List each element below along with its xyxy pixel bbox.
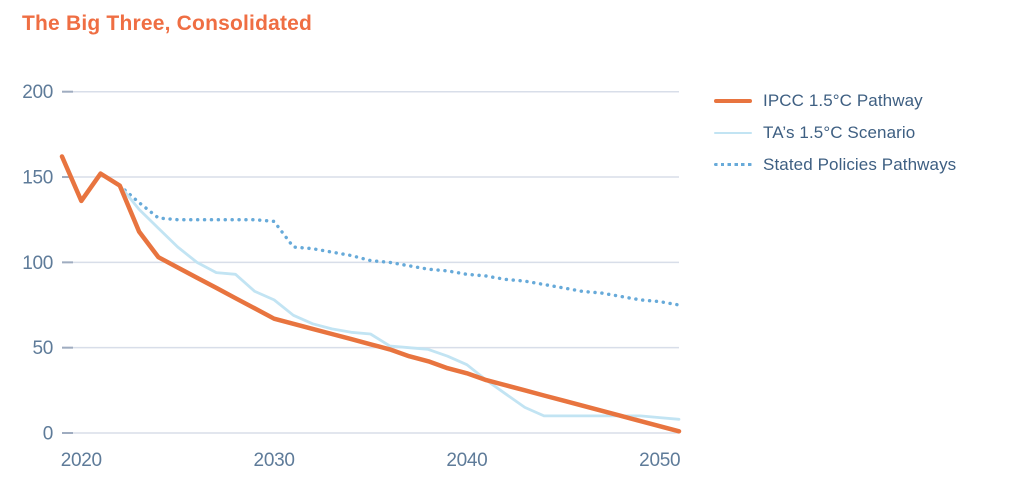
series-line-2: [118, 183, 681, 307]
legend-label-stated-policies: Stated Policies Pathways: [763, 154, 957, 174]
legend-swatch-solid-orange-line: [714, 98, 752, 103]
series-line-0: [59, 154, 682, 434]
chart-title: The Big Three, Consolidated: [22, 12, 313, 35]
x-tick-label-2040: 2040: [446, 450, 487, 471]
y-tick-label-50: 50: [32, 338, 53, 359]
y-tick-label-0: 0: [43, 424, 53, 445]
x-tick-label-2050: 2050: [639, 450, 680, 471]
x-tick-label-2020: 2020: [61, 450, 102, 471]
y-tick-label-150: 150: [22, 168, 53, 189]
y-tick-label-100: 100: [22, 253, 53, 274]
legend-label-ipcc-pathway: IPCC 1.5°C Pathway: [763, 90, 923, 110]
legend-label-ta-scenario: TA’s 1.5°C Scenario: [763, 122, 916, 142]
x-tick-label-2030: 2030: [254, 450, 295, 471]
legend-item-ta-scenario: TA’s 1.5°C Scenario: [714, 121, 956, 144]
chart-legend: IPCC 1.5°C Pathway TA’s 1.5°C Scenario S…: [714, 89, 956, 176]
legend-swatch-dotted-blue-line: [714, 162, 752, 167]
legend-swatch-solid-lightblue-line: [714, 131, 752, 134]
legend-item-ipcc-pathway: IPCC 1.5°C Pathway: [714, 89, 956, 112]
legend-item-stated-policies: Stated Policies Pathways: [714, 153, 956, 176]
series-line-1: [118, 184, 681, 421]
y-tick-label-200: 200: [22, 82, 53, 103]
